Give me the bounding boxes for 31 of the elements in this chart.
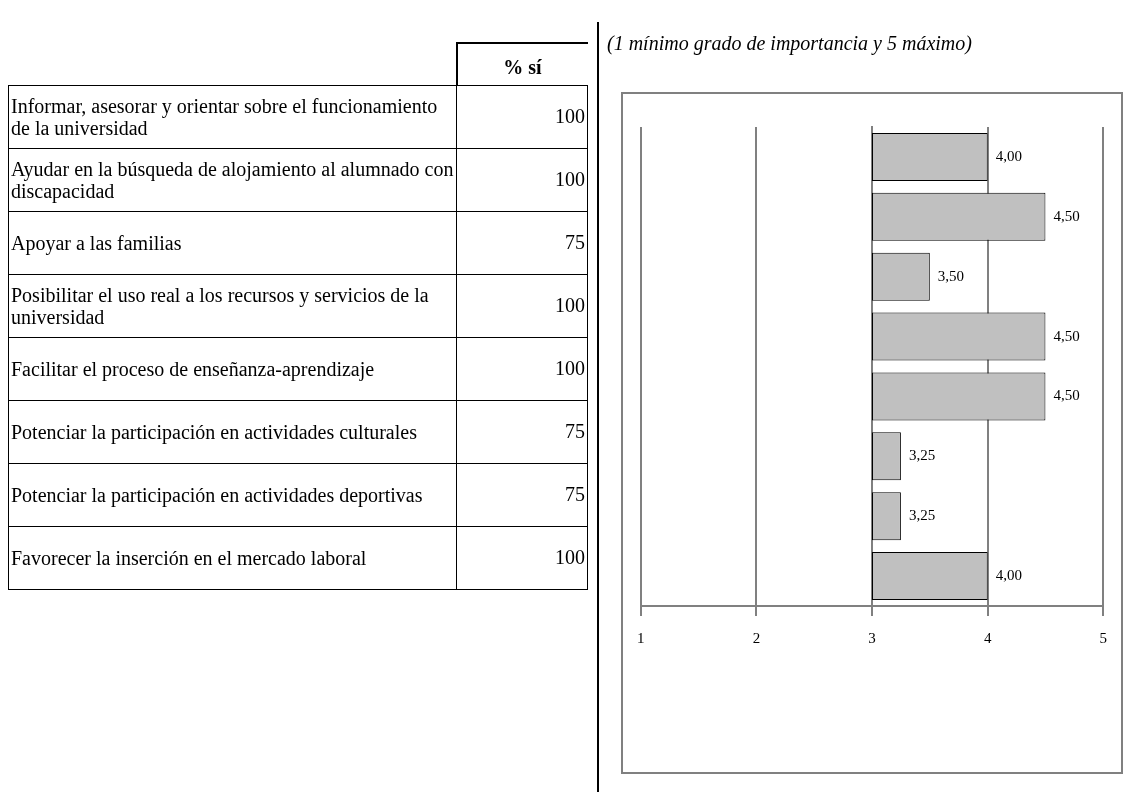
data-label: 4,50 (1053, 207, 1080, 224)
text: % sí (456, 43, 588, 85)
data-label: 100 (456, 337, 588, 400)
data-label: 4,50 (1053, 387, 1080, 404)
category-label: Posibilitar el uso real a los recursos y servicios de la universidad (8, 274, 457, 337)
x-tick-label: 3 (868, 629, 876, 646)
data-label: 4,00 (995, 147, 1022, 164)
category-label: Informar, asesorar y orientar sobre el funcionamiento de la universidad (8, 85, 457, 148)
category-label: Potenciar la participación en actividades deportivas (8, 463, 457, 526)
category-label: Favorecer la inserción en el mercado laboral (8, 526, 457, 589)
x-tick-label: 2 (752, 629, 761, 646)
data-label: 100 (456, 526, 588, 589)
data-label: 75 (456, 400, 588, 463)
data-label: 75 (456, 211, 588, 274)
x-tick-label: 1 (637, 629, 645, 646)
category-label: Apoyar a las familias (8, 211, 457, 274)
data-label: 100 (456, 85, 588, 148)
x-tick-label: 5 (1099, 629, 1107, 646)
data-label: 3,25 (908, 447, 936, 464)
data-label: 3,25 (908, 507, 936, 524)
category-label: Ayudar en la búsqueda de alojamiento al alumnado con discapacidad (8, 148, 457, 211)
data-label: 3,50 (937, 267, 965, 284)
category-label: Potenciar la participación en actividades culturales (8, 400, 457, 463)
data-label: 100 (456, 148, 588, 211)
category-label: Facilitar el proceso de enseñanza-aprendizaje (8, 337, 457, 400)
data-label: 4,00 (995, 567, 1022, 583)
x-tick-label: 4 (983, 629, 992, 646)
data-label: 75 (456, 463, 588, 526)
chart-title: (1 mínimo grado de importancia y 5 máximo) (607, 32, 972, 55)
data-label: 100 (456, 274, 588, 337)
data-label: 4,50 (1053, 327, 1080, 344)
